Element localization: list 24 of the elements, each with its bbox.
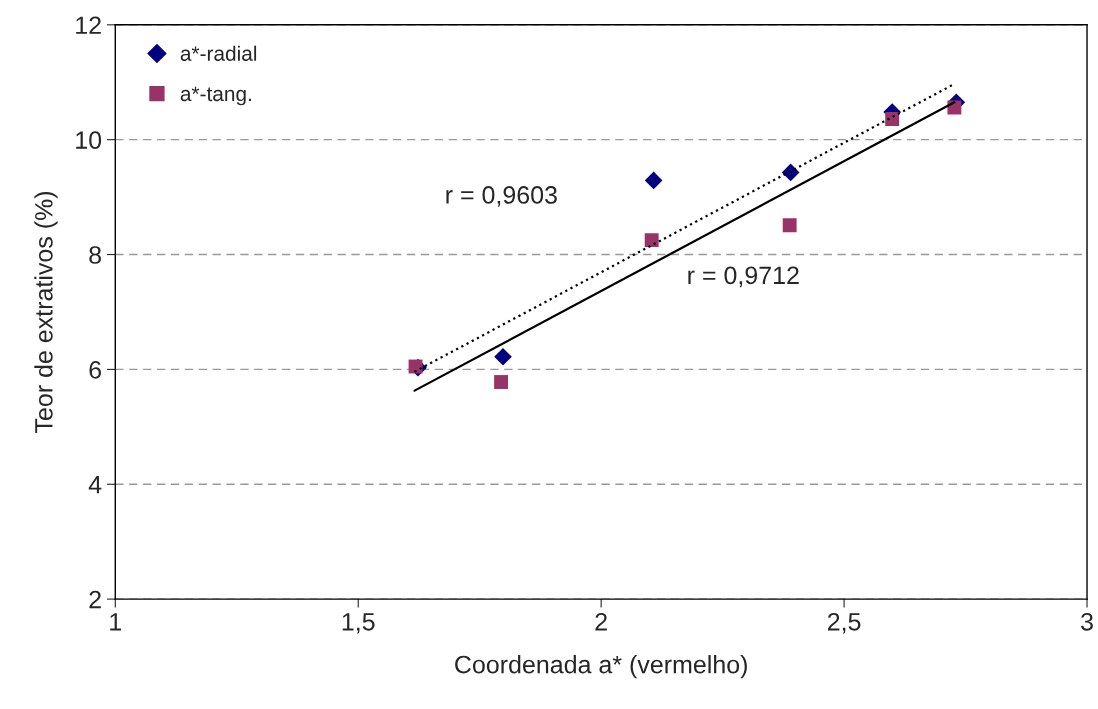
point [644, 171, 663, 190]
point [782, 218, 797, 233]
y-tick-label: 4 [88, 476, 102, 494]
y-tick-label: 12 [76, 16, 101, 34]
point [644, 233, 659, 248]
y-tick-label: 10 [76, 131, 102, 149]
point [494, 375, 509, 389]
point [781, 163, 800, 182]
y-tick-label: 6 [89, 360, 101, 379]
y-tick-label: 2 [89, 590, 101, 609]
legend-label: a*-tang. [180, 86, 251, 106]
point [494, 347, 512, 366]
y-axis-title: Teor de extrativos (%) [34, 191, 58, 433]
x-tick-label: 2 [595, 612, 607, 631]
x-tick-label: 3 [1081, 612, 1093, 631]
annotation: r = 0,9712 [688, 266, 799, 288]
x-tick-label: 1,5 [342, 613, 375, 634]
x-tick-label: 1 [110, 613, 122, 631]
y-tick-label: 8 [89, 246, 102, 264]
x-axis-title: Coordenada a* (vermelho) [455, 655, 747, 679]
point [885, 112, 900, 126]
legend-label: a*-radial [180, 45, 257, 61]
annotation: r = 0,9603 [446, 186, 557, 207]
x-tick-label: 2,5 [827, 612, 861, 634]
